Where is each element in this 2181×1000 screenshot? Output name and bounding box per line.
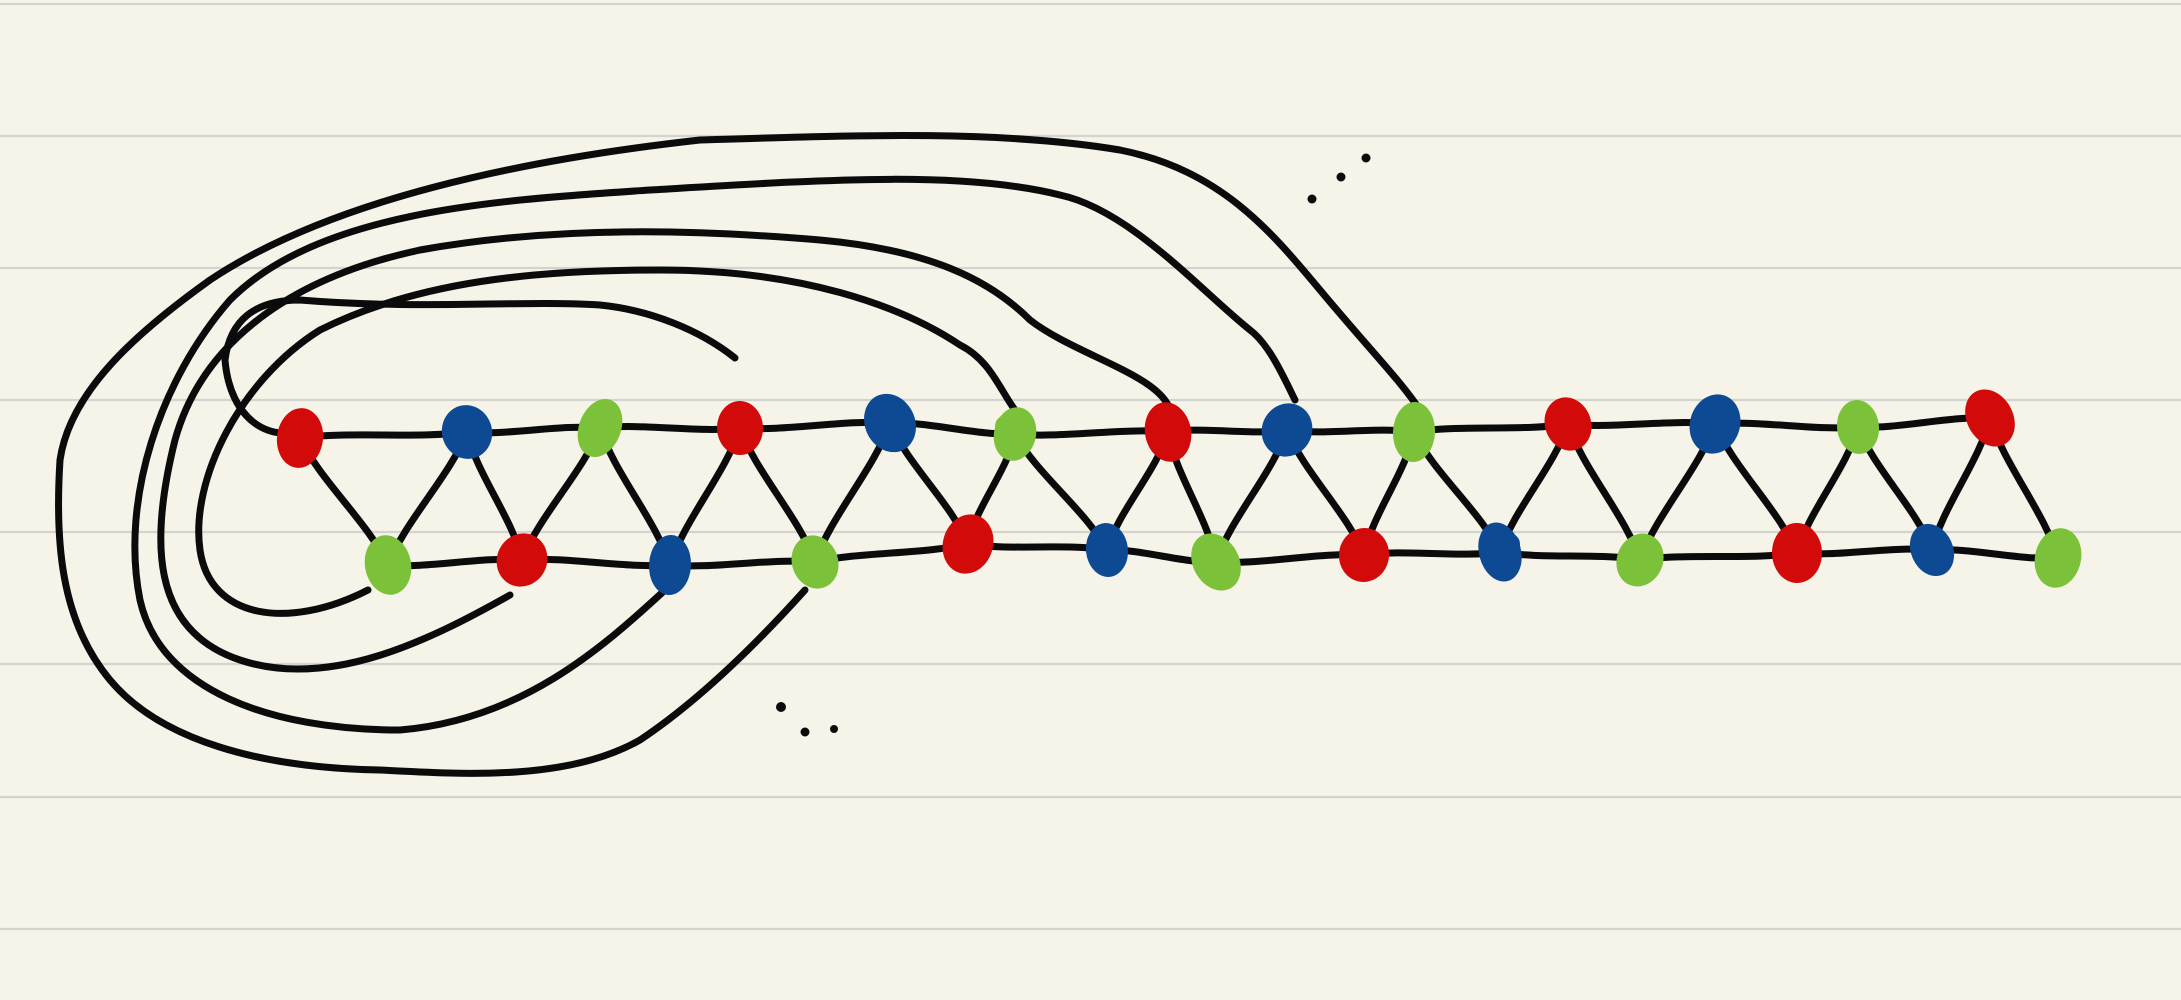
- top-vertex-red: [1544, 397, 1592, 451]
- top-vertex-blue: [1689, 394, 1741, 454]
- wrap-around-arcs: [54, 132, 1424, 777]
- bottom-vertex-red: [1338, 528, 1390, 582]
- wrap-arc-5: [54, 132, 1424, 777]
- ellipsis-dot: [830, 725, 838, 733]
- bottom-vertex-red: [496, 533, 548, 587]
- bottom-vertex-red: [942, 514, 994, 574]
- bottom-vertex-red: [1771, 523, 1823, 583]
- ellipsis-bottom: [776, 702, 838, 737]
- top-vertex-green: [993, 407, 1037, 461]
- ellipsis-dot: [800, 727, 810, 737]
- ellipsis-dot: [776, 702, 786, 712]
- bottom-vertex-blue: [1478, 522, 1522, 582]
- ellipsis-dot: [1361, 153, 1371, 163]
- bottom-vertex-green: [1616, 533, 1664, 587]
- bottom-vertex-blue: [1085, 523, 1129, 577]
- ellipsis-top: [1307, 153, 1371, 204]
- top-vertex-red: [1965, 389, 2015, 447]
- bottom-vertex-green: [2034, 528, 2082, 588]
- bottom-vertex-green: [791, 535, 839, 589]
- bottom-vertex-blue: [648, 535, 692, 595]
- top-vertex-green: [577, 398, 623, 458]
- bottom-vertex-green: [1191, 533, 1241, 591]
- top-vertex-green: [1836, 400, 1880, 454]
- top-vertex-red: [1144, 402, 1192, 462]
- top-vertex-blue: [441, 405, 493, 459]
- wrap-arc-2: [195, 266, 1019, 617]
- top-vertex-red: [716, 401, 764, 455]
- ellipsis-dot: [1336, 172, 1346, 182]
- bottom-vertex-blue: [1909, 523, 1955, 577]
- bottom-vertex-green: [364, 535, 412, 595]
- top-vertex-green: [1392, 402, 1436, 462]
- graph-vertices: [276, 389, 2082, 595]
- top-vertex-blue: [1261, 403, 1313, 457]
- top-vertex-red: [276, 408, 324, 468]
- wrap-arc-1: [221, 296, 739, 437]
- wrap-arc-3: [157, 228, 1174, 673]
- top-vertex-blue: [864, 393, 916, 453]
- ellipsis-dot: [1307, 194, 1317, 204]
- wrap-arc-4: [131, 175, 1299, 734]
